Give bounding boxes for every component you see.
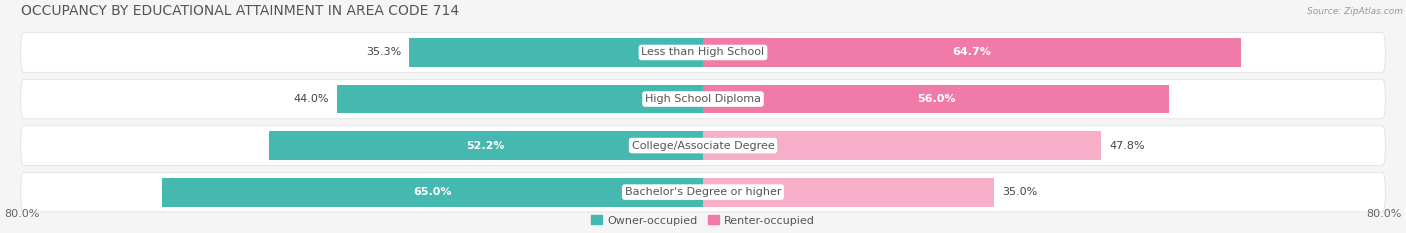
FancyBboxPatch shape bbox=[21, 172, 1385, 212]
Bar bbox=[703, 178, 994, 206]
Text: 80.0%: 80.0% bbox=[4, 209, 39, 219]
Text: OCCUPANCY BY EDUCATIONAL ATTAINMENT IN AREA CODE 714: OCCUPANCY BY EDUCATIONAL ATTAINMENT IN A… bbox=[21, 3, 458, 18]
Text: 47.8%: 47.8% bbox=[1109, 140, 1144, 151]
FancyBboxPatch shape bbox=[21, 33, 1385, 72]
Bar bbox=[409, 38, 703, 67]
Bar bbox=[703, 85, 1168, 113]
FancyBboxPatch shape bbox=[21, 126, 1385, 165]
Text: Source: ZipAtlas.com: Source: ZipAtlas.com bbox=[1308, 7, 1403, 16]
FancyBboxPatch shape bbox=[21, 79, 1385, 119]
Text: 35.0%: 35.0% bbox=[1002, 187, 1038, 197]
Legend: Owner-occupied, Renter-occupied: Owner-occupied, Renter-occupied bbox=[586, 211, 820, 230]
Text: College/Associate Degree: College/Associate Degree bbox=[631, 140, 775, 151]
Text: 44.0%: 44.0% bbox=[292, 94, 329, 104]
Text: Bachelor's Degree or higher: Bachelor's Degree or higher bbox=[624, 187, 782, 197]
Bar bbox=[269, 131, 703, 160]
Text: 65.0%: 65.0% bbox=[413, 187, 451, 197]
Text: 56.0%: 56.0% bbox=[917, 94, 955, 104]
Bar bbox=[703, 38, 1241, 67]
Text: Less than High School: Less than High School bbox=[641, 48, 765, 58]
Text: 35.3%: 35.3% bbox=[366, 48, 401, 58]
Bar bbox=[703, 131, 1101, 160]
Text: High School Diploma: High School Diploma bbox=[645, 94, 761, 104]
Text: 64.7%: 64.7% bbox=[953, 48, 991, 58]
Bar bbox=[337, 85, 703, 113]
Text: 52.2%: 52.2% bbox=[467, 140, 505, 151]
Text: 80.0%: 80.0% bbox=[1367, 209, 1402, 219]
Bar bbox=[162, 178, 703, 206]
